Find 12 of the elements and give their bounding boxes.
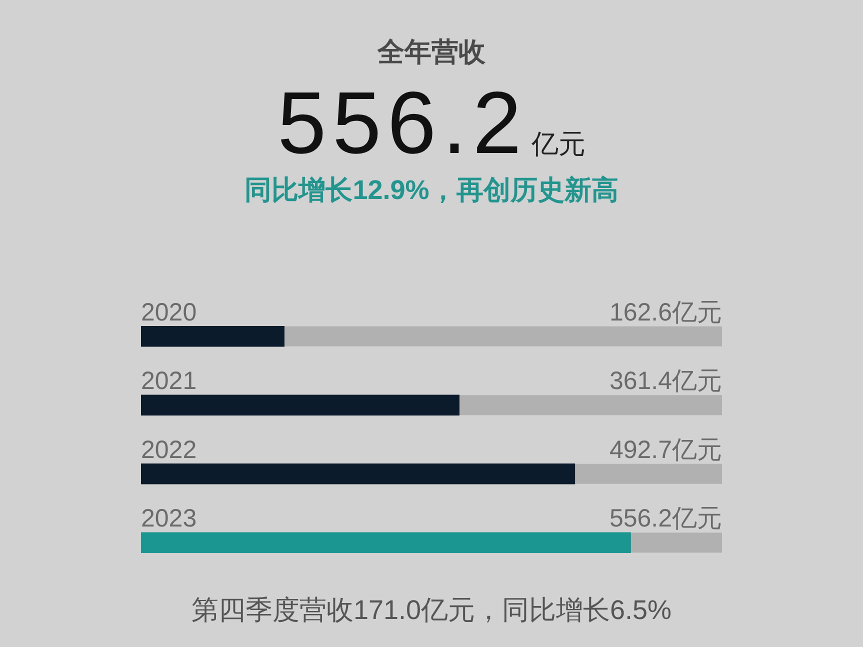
y-tick-label: 2021 xyxy=(141,367,197,396)
bar xyxy=(141,326,284,347)
y-tick-label: 2022 xyxy=(141,436,197,464)
data-label: 492.7亿元 xyxy=(609,436,722,464)
data-label: 361.4亿元 xyxy=(609,367,722,396)
y-tick-label: 2020 xyxy=(141,298,197,326)
data-label: 162.6亿元 xyxy=(609,298,722,326)
chart-title: 全年营收 xyxy=(376,36,486,69)
data-label: 556.2亿元 xyxy=(609,504,722,533)
y-tick-label: 2023 xyxy=(141,504,197,533)
chart-subtitle: 同比增长12.9%，再创历史新高 xyxy=(244,174,620,207)
text: 第四季度营收171.0亿元，同比增长6.5% xyxy=(190,594,673,627)
